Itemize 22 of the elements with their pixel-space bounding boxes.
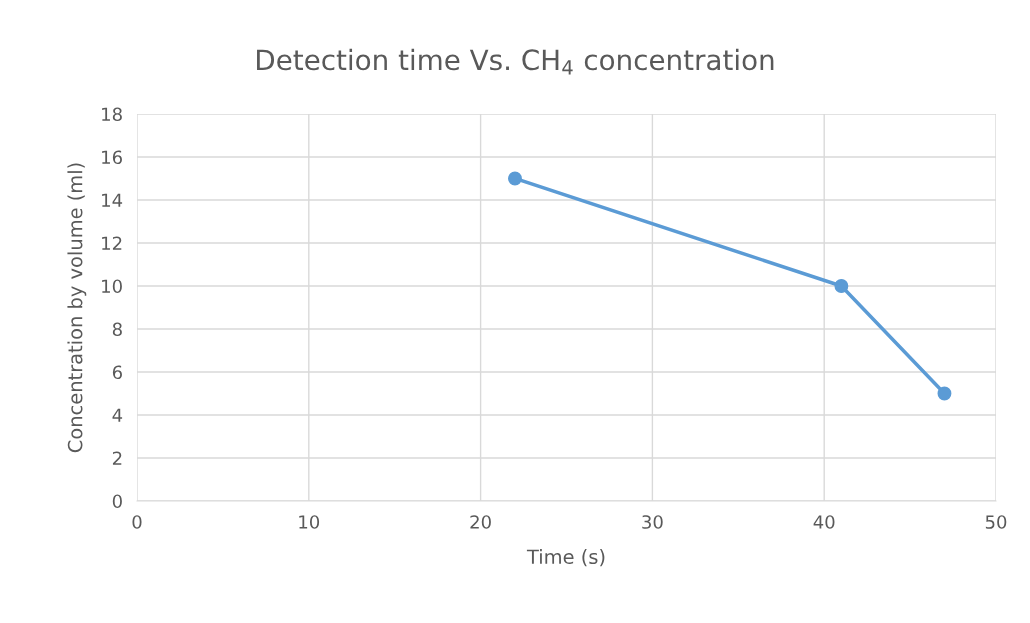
y-tick-label: 4 [112, 408, 123, 422]
y-tick-label: 18 [102, 107, 122, 122]
x-tick-label: 20 [470, 515, 491, 529]
y-tick-label: 14 [102, 193, 123, 207]
chart-title: Detection time Vs. CH$_{4}$ concentration [257, 48, 774, 75]
point [508, 171, 522, 186]
y-tick-label: 6 [112, 365, 122, 380]
x-tick-label: 50 [985, 515, 1007, 529]
y-axis-title: Concentration by volume (ml) [67, 163, 87, 453]
point [937, 386, 952, 401]
y-tick-label: 2 [112, 451, 122, 465]
x-tick-label: 10 [299, 515, 320, 529]
y-tick-label: 0 [112, 494, 122, 509]
point [834, 279, 849, 293]
y-tick-label: 10 [102, 279, 122, 294]
y-tick-label: 16 [102, 150, 122, 165]
x-tick-label: 0 [132, 515, 142, 529]
y-tick-label: 8 [112, 322, 122, 337]
y-tick-label: 12 [102, 236, 122, 250]
x-tick-label: 40 [813, 515, 835, 529]
x-axis-title: Time (s) [526, 549, 605, 567]
x-tick-label: 30 [642, 515, 663, 529]
